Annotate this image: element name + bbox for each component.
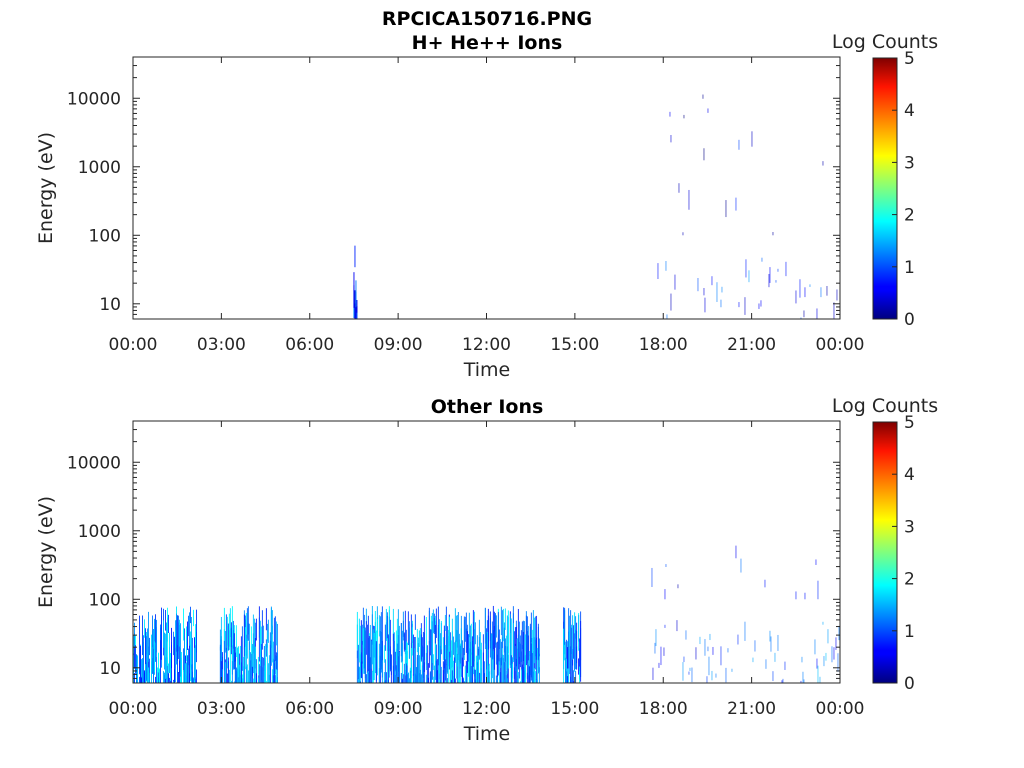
colorbar-tick-label: 0 (904, 310, 915, 330)
y-tick-label: 100 (89, 590, 121, 610)
panel-1-xlabel: Time (463, 359, 511, 381)
colorbar-tick-label: 0 (904, 674, 915, 694)
colorbar-tick-label: 1 (904, 622, 915, 642)
y-tick-label: 10 (99, 295, 121, 315)
colorbar-tick-label: 3 (904, 517, 915, 537)
x-tick-label: 06:00 (285, 335, 334, 355)
spectrogram-region (669, 94, 824, 236)
panel-2-ticks: 00:00 03:00 06:00 09:00 12:00 15:00 18:00 21:00… (67, 420, 865, 719)
panel-2-ylabel: Energy (eV) (35, 496, 57, 608)
spectrogram-region (356, 605, 540, 683)
spectrogram-region (219, 606, 278, 683)
panel-2-title: Other Ions (431, 396, 544, 418)
x-tick-label: 00:00 (109, 335, 158, 355)
colorbar-tick-label: 2 (904, 206, 915, 226)
spectrogram-region (563, 607, 582, 683)
x-tick-label: 21:00 (727, 699, 776, 719)
x-tick-label: 09:00 (374, 699, 423, 719)
y-tick-label: 10 (99, 659, 121, 679)
y-tick-label: 1000 (78, 158, 121, 178)
y-tick-label: 100 (89, 226, 121, 246)
x-tick-label: 12:00 (462, 699, 511, 719)
colorbar-tick-label: 4 (904, 465, 915, 485)
x-tick-label: 03:00 (197, 335, 246, 355)
panel-1-colorbar-label: Log Counts (832, 31, 938, 53)
panel-other-ions: Other Ions 00:00 03:00 06:00 09:00 12:00 15:0… (35, 395, 938, 745)
spectrogram-region (353, 245, 358, 319)
x-tick-label: 00:00 (109, 699, 158, 719)
x-tick-label: 18:00 (639, 699, 688, 719)
panel-2-colorbar (872, 421, 898, 684)
panel-2-xlabel: Time (463, 723, 511, 745)
spectrogram-region (652, 620, 841, 683)
y-tick-label: 10000 (67, 453, 121, 473)
x-tick-label: 21:00 (727, 335, 776, 355)
x-tick-label: 00:00 (816, 699, 865, 719)
colorbar-tick-label: 5 (904, 413, 915, 433)
panel-1-colorbar (872, 57, 898, 320)
x-tick-label: 03:00 (197, 699, 246, 719)
spectrogram-region (651, 545, 819, 600)
panel-1-spectrogram (353, 94, 838, 319)
x-tick-label: 09:00 (374, 335, 423, 355)
y-tick-label: 10000 (67, 89, 121, 109)
panel-1-colorbar-ticks: 0 1 2 3 4 5 (892, 49, 915, 330)
x-tick-label: 12:00 (462, 335, 511, 355)
spectrogram-region (657, 257, 838, 319)
panel-2-colorbar-label: Log Counts (832, 395, 938, 417)
panel-2-spectrogram (133, 545, 841, 683)
x-tick-label: 06:00 (285, 699, 334, 719)
colorbar-tick-label: 1 (904, 258, 915, 278)
colorbar-tick-label: 2 (904, 570, 915, 590)
y-tick-label: 1000 (78, 522, 121, 542)
colorbar-tick-label: 5 (904, 49, 915, 69)
x-tick-label: 15:00 (550, 335, 599, 355)
panel-1-ylabel: Energy (eV) (35, 132, 57, 244)
panel-2-colorbar-ticks: 0 1 2 3 4 5 (892, 413, 915, 694)
figure-title: RPCICA150716.PNG (382, 8, 592, 30)
panel-1-axes-frame (132, 56, 841, 320)
colorbar-tick-label: 4 (904, 101, 915, 121)
x-tick-label: 18:00 (639, 335, 688, 355)
panel-h-he-ions: H+ He++ Ions 00:00 03:00 06:00 09:00 12:00 15… (35, 31, 938, 381)
x-tick-label: 15:00 (550, 699, 599, 719)
x-tick-label: 00:00 (816, 335, 865, 355)
colorbar-tick-label: 3 (904, 153, 915, 173)
panel-1-ticks: 00:00 03:00 06:00 09:00 12:00 15:00 18:00 21:00… (67, 56, 865, 355)
spectrogram-region (133, 606, 197, 683)
panel-1-title: H+ He++ Ions (412, 32, 563, 54)
